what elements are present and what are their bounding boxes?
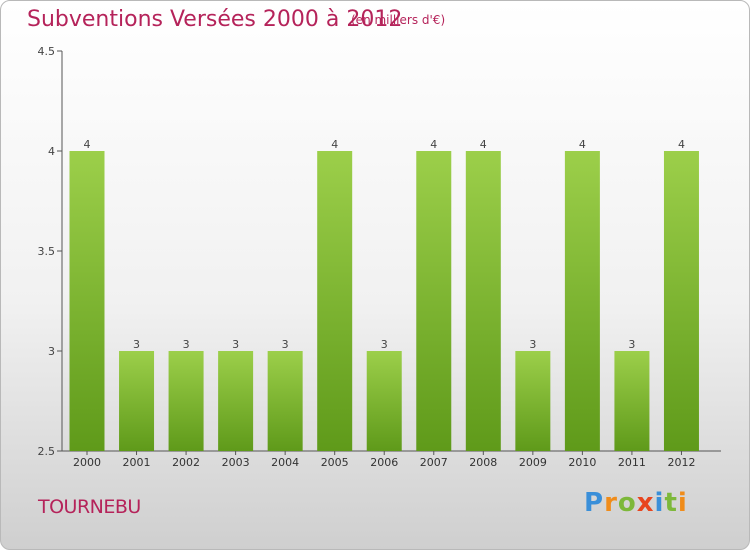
chart-bars (69, 151, 699, 451)
data-label: 4 (331, 138, 338, 151)
bar-2004 (267, 351, 303, 451)
bar-2007 (416, 151, 452, 451)
data-label: 3 (133, 338, 140, 351)
x-tick-label: 2006 (370, 456, 398, 469)
x-tick-label: 2009 (519, 456, 547, 469)
x-tick-label: 2004 (271, 456, 299, 469)
data-label: 3 (628, 338, 635, 351)
y-tick-label: 2.5 (38, 445, 56, 458)
x-tick-label: 2012 (667, 456, 695, 469)
bar-2010 (564, 151, 600, 451)
data-label: 4 (480, 138, 487, 151)
x-tick-label: 2005 (321, 456, 349, 469)
commune-name: TOURNEBU (38, 496, 141, 518)
bar-2002 (168, 351, 204, 451)
x-tick-label: 2010 (568, 456, 596, 469)
y-tick-label: 4 (48, 145, 55, 158)
data-label: 4 (678, 138, 685, 151)
bar-2009 (515, 351, 551, 451)
proxiti-logo[interactable]: Proxiti (584, 488, 688, 518)
bar-2005 (317, 151, 353, 451)
y-tick-label: 3.5 (38, 245, 56, 258)
x-tick-label: 2000 (73, 456, 101, 469)
x-tick-label: 2002 (172, 456, 200, 469)
data-label: 3 (381, 338, 388, 351)
x-tick-label: 2007 (420, 456, 448, 469)
bar-2012 (663, 151, 699, 451)
bar-2003 (218, 351, 254, 451)
chart-title: Subventions Versées 2000 à 2012 (27, 7, 403, 32)
data-label: 4 (579, 138, 586, 151)
chart-subtitle: (en milliers d'€) (351, 13, 446, 27)
data-label: 3 (232, 338, 239, 351)
bar-2011 (614, 351, 650, 451)
x-tick-label: 2003 (222, 456, 250, 469)
bar-2000 (69, 151, 105, 451)
data-label: 3 (529, 338, 536, 351)
chart-labels: 2000 4 2001 3 2002 3 2003 3 2004 3 2005 4 2006 3 2007 4… (73, 138, 695, 469)
y-tick-label: 4.5 (38, 45, 56, 58)
x-tick-label: 2008 (469, 456, 497, 469)
bar-2008 (465, 151, 501, 451)
bar-2001 (119, 351, 155, 451)
data-label: 3 (282, 338, 289, 351)
x-tick-label: 2001 (123, 456, 151, 469)
x-tick-label: 2011 (618, 456, 646, 469)
bar-2006 (366, 351, 402, 451)
data-label: 3 (183, 338, 190, 351)
data-label: 4 (430, 138, 437, 151)
y-tick-label: 3 (48, 345, 55, 358)
data-label: 4 (84, 138, 91, 151)
